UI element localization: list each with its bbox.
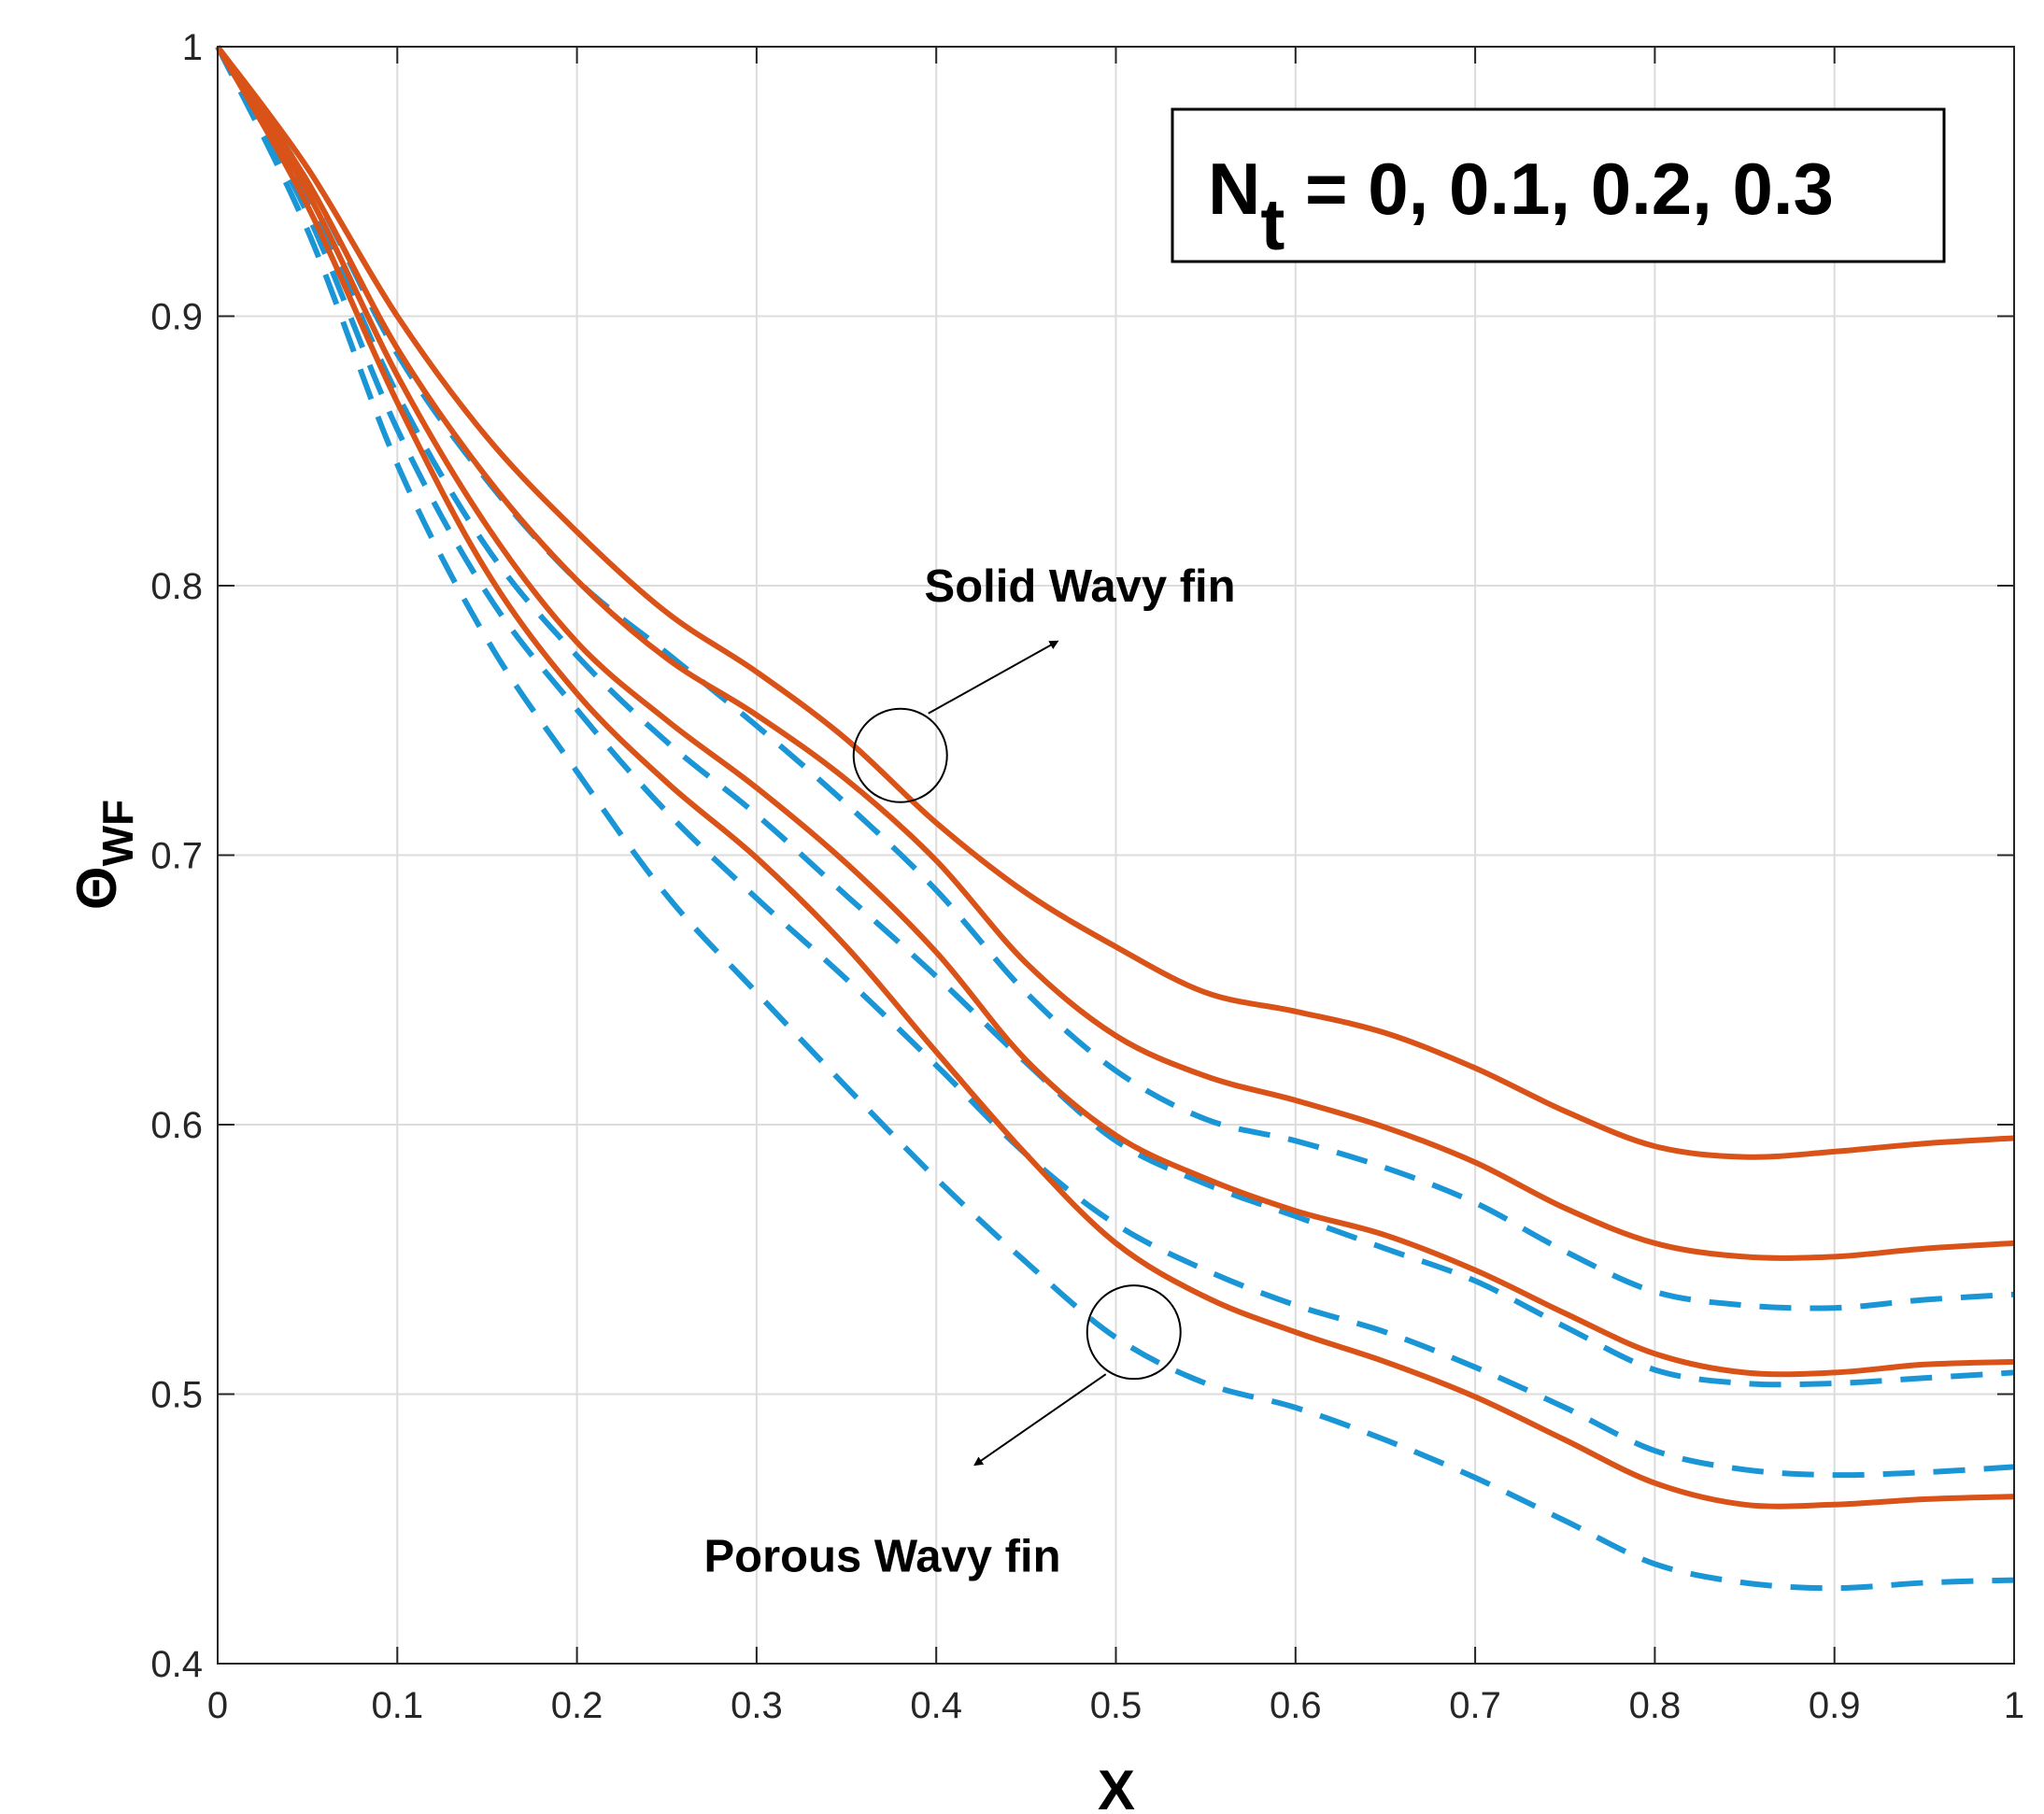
y-tick-label: 0.5 xyxy=(150,1375,203,1416)
tick-labels: 0 0.1 0.2 0.3 0.4 0.5 0.6 0.7 0.8 0.9 1 0.4 0.5 0.6 0.… xyxy=(150,27,2024,1726)
y-tick-label: 0.6 xyxy=(150,1105,203,1146)
porous-series-line xyxy=(215,45,2015,1592)
legend-subscript: t xyxy=(1260,183,1285,265)
solid-annotation-label: Solid Wavy fin xyxy=(925,561,1236,612)
solid-series-line xyxy=(215,45,2015,1160)
y-tick-label: 0.9 xyxy=(150,297,203,338)
y-tick-label: 0.4 xyxy=(150,1644,203,1685)
y-axis-title-subscript: WF xyxy=(93,800,142,867)
legend-symbol: N xyxy=(1208,148,1260,230)
x-tick-label: 1 xyxy=(2004,1685,2024,1726)
y-tick-label: 0.8 xyxy=(150,566,203,607)
y-tick-label: 0.7 xyxy=(150,836,203,877)
x-tick-label: 0.8 xyxy=(1629,1685,1682,1726)
y-tick-label: 1 xyxy=(182,27,203,68)
porous-annotation-circle xyxy=(1086,1284,1182,1381)
series-group xyxy=(215,45,2015,1592)
porous-annotation-arrow xyxy=(973,1373,1107,1467)
x-tick-label: 0 xyxy=(207,1685,228,1726)
y-axis-title: ΘWF xyxy=(65,800,142,910)
solid-annotation-arrow xyxy=(928,640,1059,715)
y-axis-title-symbol: Θ xyxy=(65,866,128,910)
x-tick-label: 0.4 xyxy=(910,1685,962,1726)
legend-box: Nt = 0, 0.1, 0.2, 0.3 xyxy=(1171,107,1946,265)
axis-ticks xyxy=(217,46,2015,1665)
porous-annotation-label: Porous Wavy fin xyxy=(703,1532,1060,1582)
svg-text:ΘWF: ΘWF xyxy=(65,800,142,910)
solid-series-line xyxy=(215,45,2015,1378)
solid-series-line xyxy=(215,45,2015,1261)
legend-frame xyxy=(1171,107,1946,263)
solid-series-line xyxy=(215,45,2015,1509)
x-tick-label: 0.9 xyxy=(1809,1685,1861,1726)
svg-text:Nt = 0, 0.1, 0.2, 0.3: Nt = 0, 0.1, 0.2, 0.3 xyxy=(1208,148,1834,265)
legend-values: = 0, 0.1, 0.2, 0.3 xyxy=(1285,148,1834,230)
annotations: Solid Wavy fin Porous Wavy fin xyxy=(703,561,1235,1582)
x-tick-label: 0.2 xyxy=(551,1685,603,1726)
solid-annotation-circle xyxy=(852,707,948,803)
x-tick-label: 0.1 xyxy=(371,1685,423,1726)
x-tick-label: 0.5 xyxy=(1090,1685,1143,1726)
x-axis-title: X xyxy=(1098,1759,1135,1814)
x-tick-label: 0.6 xyxy=(1270,1685,1322,1726)
x-tick-label: 0.7 xyxy=(1449,1685,1501,1726)
x-tick-label: 0.3 xyxy=(731,1685,783,1726)
porous-series-line xyxy=(215,45,2015,1311)
